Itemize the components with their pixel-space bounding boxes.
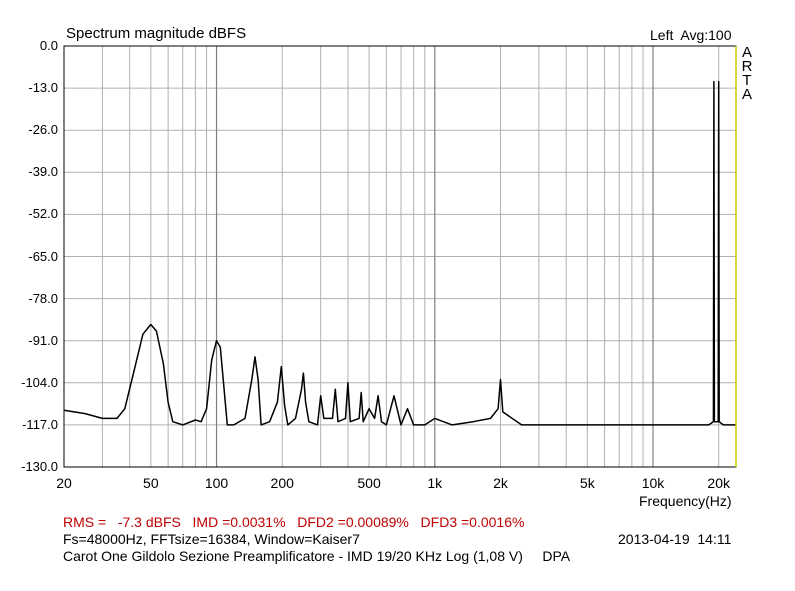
x-tick-label: 200 [270, 475, 294, 491]
x-tick-label: 20k [707, 475, 730, 491]
fft-parameters: Fs=48000Hz, FFTsize=16384, Window=Kaiser… [63, 531, 360, 547]
x-axis-label: Frequency(Hz) [639, 493, 732, 509]
x-tick-label: 500 [357, 475, 381, 491]
grid-layer [63, 45, 736, 468]
y-tick-label: -52.0 [28, 206, 58, 222]
arta-letter: T [742, 72, 752, 89]
measurement-caption: Carot One Gildolo Sezione Preamplificato… [63, 548, 571, 564]
y-tick-label: -78.0 [28, 290, 58, 306]
y-tick-label: -91.0 [28, 332, 58, 348]
y-tick-label: -130.0 [21, 459, 58, 474]
channel-average-info: Left Avg:100 [650, 27, 732, 43]
rms-imd-stats: RMS = -7.3 dBFS IMD =0.0031% DFD2 =0.000… [63, 514, 525, 530]
arta-letter: A [741, 44, 752, 61]
x-tick-label: 10k [641, 475, 665, 491]
y-tick-label: 0.0 [39, 38, 58, 53]
y-tick-label: -39.0 [28, 164, 58, 180]
x-tick-label: 100 [204, 475, 229, 491]
x-tick-label: 20 [56, 475, 72, 491]
timestamp: 2013-04-19 14:11 [618, 531, 732, 547]
y-tick-label: -104.0 [21, 374, 58, 390]
y-tick-label: -117.0 [22, 416, 58, 432]
y-tick-label: -26.0 [28, 122, 58, 138]
x-tick-label: 5k [579, 475, 595, 491]
chart-title: Spectrum magnitude dBFS [66, 25, 247, 42]
y-tick-label: -65.0 [28, 248, 58, 264]
spectrum-trace [63, 80, 736, 426]
arta-letter: A [741, 86, 752, 103]
x-tick-label: 1k [427, 475, 443, 491]
x-tick-label: 50 [143, 475, 159, 491]
trace-layer [63, 80, 736, 426]
y-tick-label: -13.0 [28, 80, 58, 96]
arta-letter: R [741, 58, 753, 75]
x-tick-label: 2k [493, 475, 508, 491]
